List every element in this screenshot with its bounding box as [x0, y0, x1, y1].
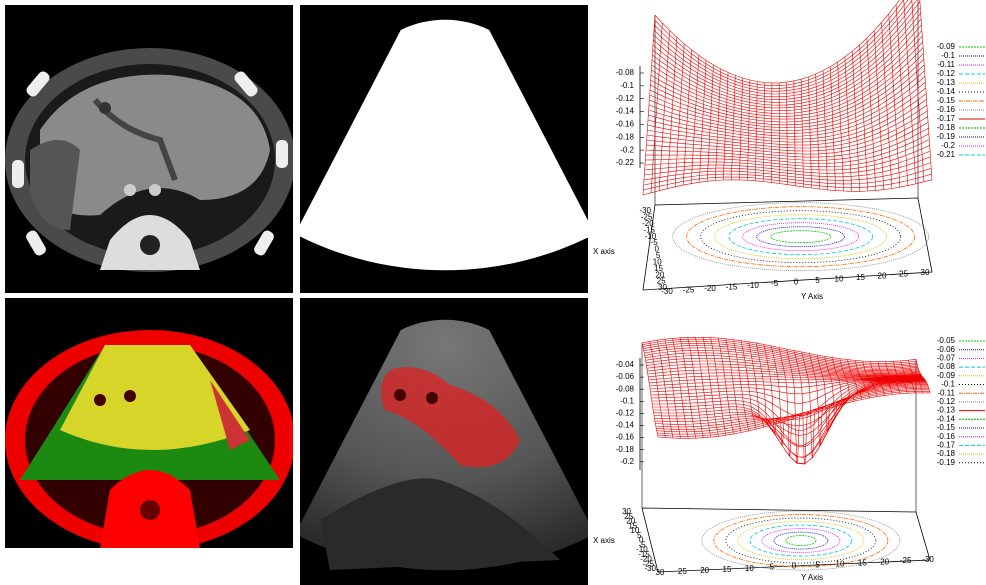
z-tick-label: -0.08: [616, 384, 635, 393]
z-tick-label: -0.06: [616, 372, 635, 381]
surface-plots: -0.08 -0.1 -0.12 -0.14 -0.16 -0.18 -0.2 -0.22 -3…: [593, 0, 985, 582]
z-tick-label: -0.1: [620, 396, 634, 405]
z-tick-label: -0.04: [616, 360, 635, 369]
legend-label: -0.14: [937, 414, 956, 423]
y-tick-label: 20: [700, 566, 709, 575]
y-tick-label: 0: [794, 278, 799, 287]
y-tick-label: 0: [792, 562, 797, 571]
legend-label: -0.18: [937, 123, 956, 132]
legend-label: -0.19: [937, 458, 956, 467]
z-tick-label: -0.14: [616, 107, 635, 116]
y-tick-label: 15: [723, 565, 732, 574]
y-tick-label: -15: [855, 558, 867, 567]
legend-label: -0.12: [937, 69, 956, 78]
y-tick-label: -30: [661, 287, 673, 296]
legend-label: -0.18: [937, 449, 956, 458]
z-tick-label: -0.1: [620, 81, 634, 90]
legend-label: -0.11: [937, 60, 955, 69]
contour-line: [673, 203, 929, 271]
y-tick-label: 10: [835, 274, 844, 283]
contour-line: [771, 231, 831, 243]
contour-line: [750, 525, 852, 556]
z-tick-label: -0.08: [616, 68, 635, 77]
legend-label: -0.17: [937, 441, 956, 450]
contour-line: [738, 522, 864, 560]
ultrasound-image: [295, 298, 595, 585]
y-tick-label: -10: [747, 281, 759, 290]
legend-label: -0.09: [937, 42, 956, 51]
y-tick-label: 15: [856, 273, 865, 282]
legend-label: -0.15: [937, 423, 956, 432]
ct-image: [5, 5, 295, 293]
y-tick-label: 30: [921, 268, 930, 277]
z-tick-label: -0.16: [616, 433, 635, 442]
legend-label: -0.14: [937, 87, 956, 96]
contour-line: [715, 215, 887, 259]
y-tick-label: 20: [878, 271, 887, 280]
z-tick-label: -0.12: [616, 409, 635, 418]
legend-label: -0.1: [941, 380, 955, 389]
y-tick-label: 30: [656, 568, 665, 577]
y-tick-label: 5: [769, 563, 774, 572]
fusion-image: [5, 298, 295, 550]
legend-label: -0.13: [937, 406, 956, 415]
contour-line: [757, 227, 845, 247]
y-axis-label: Y Axis: [801, 292, 823, 301]
y-tick-label: 5: [815, 276, 820, 285]
legend-label: -0.16: [937, 432, 956, 441]
legend-label: -0.2: [941, 141, 955, 150]
figure: -0.08 -0.1 -0.12 -0.14 -0.16 -0.18 -0.2 -0.22 -3…: [0, 0, 986, 585]
y-tick-label: -30: [922, 555, 934, 564]
z-tick-label: -0.18: [616, 445, 635, 454]
contour-line: [774, 532, 828, 549]
y-tick-label: 10: [745, 564, 754, 573]
y-tick-label: -5: [813, 561, 821, 570]
z-tick-label: -0.14: [616, 421, 635, 430]
legend-label: -0.13: [937, 78, 956, 87]
surface-mesh: [643, 0, 932, 195]
legend-label: -0.11: [937, 388, 955, 397]
z-tick-label: -0.2: [620, 457, 634, 466]
y-tick-label: 25: [899, 270, 908, 279]
contour-line: [786, 536, 816, 546]
legend-label: -0.08: [937, 362, 956, 371]
surface-mesh: [642, 337, 930, 464]
legend-label: -0.15: [937, 96, 956, 105]
x-axis-label: X axis: [593, 536, 615, 545]
contour-line: [687, 207, 915, 267]
legend-label: -0.07: [937, 354, 956, 363]
y-tick-label: -5: [771, 279, 779, 288]
legend-label: -0.16: [937, 105, 956, 114]
legend-label: -0.21: [937, 150, 956, 159]
y-tick-label: -15: [726, 282, 738, 291]
z-tick-label: -0.16: [616, 120, 635, 129]
y-tick-label: -10: [833, 559, 845, 568]
z-tick-label: -0.12: [616, 94, 635, 103]
legend-label: -0.06: [937, 345, 956, 354]
y-tick-label: -25: [683, 286, 695, 295]
x-axis-label: X axis: [593, 247, 615, 256]
legend-label: -0.09: [937, 371, 956, 380]
z-tick-label: -0.2: [620, 145, 634, 154]
y-tick-label: 25: [678, 567, 687, 576]
legend-label: -0.05: [937, 336, 956, 345]
y-tick-label: -20: [704, 284, 716, 293]
y-axis-label: Y Axis: [801, 573, 823, 582]
mask-image: [295, 5, 595, 293]
contour-line: [702, 511, 900, 570]
legend-label: -0.17: [937, 114, 956, 123]
legend-label: -0.1: [941, 51, 955, 60]
legend-label: -0.19: [937, 132, 956, 141]
y-tick-label: -20: [878, 557, 890, 566]
y-tick-label: -25: [900, 556, 912, 565]
contour-line: [729, 219, 873, 255]
legend-label: -0.12: [937, 397, 956, 406]
z-tick-label: -0.18: [616, 132, 635, 141]
z-tick-label: -0.22: [616, 158, 635, 167]
